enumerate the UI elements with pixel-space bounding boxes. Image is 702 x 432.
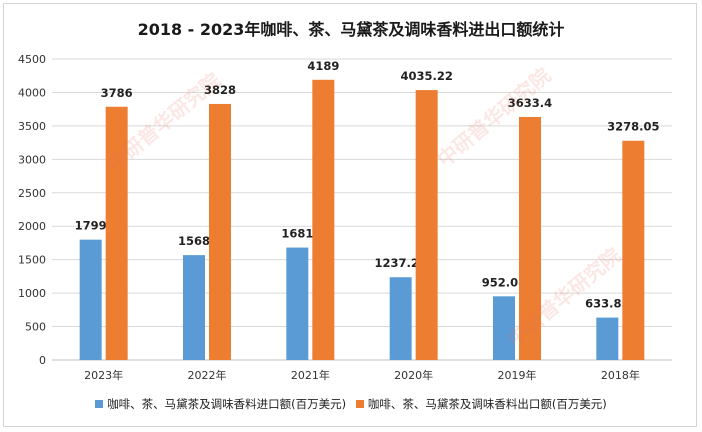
data-label-import: 1237.23	[374, 256, 426, 270]
y-axis: 0 500 1000 1500 2000 2500 3000 3500 4000 4500	[18, 53, 46, 367]
bar-export[interactable]	[105, 106, 128, 360]
data-label-export: 4189	[307, 59, 339, 73]
bar-import[interactable]	[389, 277, 412, 360]
bar-export[interactable]	[622, 140, 645, 360]
bar-import[interactable]	[596, 317, 619, 360]
legend-item-export[interactable]: 咖啡、茶、马黛茶及调味香料出口额(百万美元)	[355, 396, 607, 412]
bar-export[interactable]	[312, 79, 335, 361]
bar-import[interactable]	[493, 296, 515, 360]
legend: 咖啡、茶、马黛茶及调味香料进口额(百万美元) 咖啡、茶、马黛茶及调味香料出口额(…	[0, 396, 702, 412]
bar-import[interactable]	[79, 239, 102, 360]
bar-export[interactable]	[415, 90, 438, 360]
legend-label-export: 咖啡、茶、马黛茶及调味香料出口额(百万美元)	[367, 397, 607, 411]
data-label-export: 3786	[101, 86, 133, 100]
bar-export[interactable]	[209, 103, 231, 360]
data-label-export: 3828	[204, 83, 236, 97]
legend-item-import[interactable]: 咖啡、茶、马黛茶及调味香料进口额(百万美元)	[95, 396, 346, 412]
data-label-export: 3633.4	[508, 96, 552, 110]
bars: 1799 3786 1568 3828 1681 4189 1237.23 4035.22 95…	[75, 59, 660, 361]
x-tick-label: 2021年	[291, 368, 330, 382]
bar-export[interactable]	[519, 116, 541, 360]
legend-label-import: 咖啡、茶、马黛茶及调味香料进口额(百万美元)	[107, 397, 347, 411]
bar-import[interactable]	[183, 255, 205, 360]
y-tick-label: 1500	[18, 254, 46, 267]
legend-swatch-export	[355, 399, 364, 408]
y-tick-label: 3000	[18, 153, 46, 166]
data-label-export: 3278.05	[607, 120, 659, 134]
chart-title: 2018 - 2023年咖啡、茶、马黛茶及调味香料进出口额统计	[137, 20, 565, 39]
y-tick-label: 3500	[18, 120, 46, 133]
y-tick-label: 1000	[18, 287, 46, 300]
y-tick-label: 4500	[18, 53, 46, 66]
legend-swatch-import	[95, 399, 104, 408]
y-tick-label: 4000	[18, 86, 46, 99]
y-tick-label: 2000	[18, 220, 46, 233]
gridlines	[52, 58, 672, 361]
x-tick-label: 2019年	[498, 368, 537, 382]
x-tick-label: 2022年	[188, 368, 227, 382]
y-tick-label: 500	[25, 321, 46, 334]
data-label-export: 4035.22	[400, 69, 452, 83]
data-label-import: 1799	[75, 219, 107, 233]
y-tick-label: 2500	[18, 187, 46, 200]
data-label-import: 1568	[178, 234, 210, 248]
data-label-import: 633.85	[585, 297, 629, 311]
x-tick-label: 2018年	[601, 368, 640, 382]
data-label-import: 1681	[281, 227, 313, 241]
x-axis: 2023年 2022年 2021年 2020年 2019年 2018年	[84, 368, 640, 382]
x-tick-label: 2023年	[84, 368, 123, 382]
bar-import[interactable]	[286, 247, 309, 360]
data-label-import: 952.08	[482, 275, 526, 289]
x-tick-label: 2020年	[394, 368, 433, 382]
y-tick-label: 0	[39, 354, 46, 367]
